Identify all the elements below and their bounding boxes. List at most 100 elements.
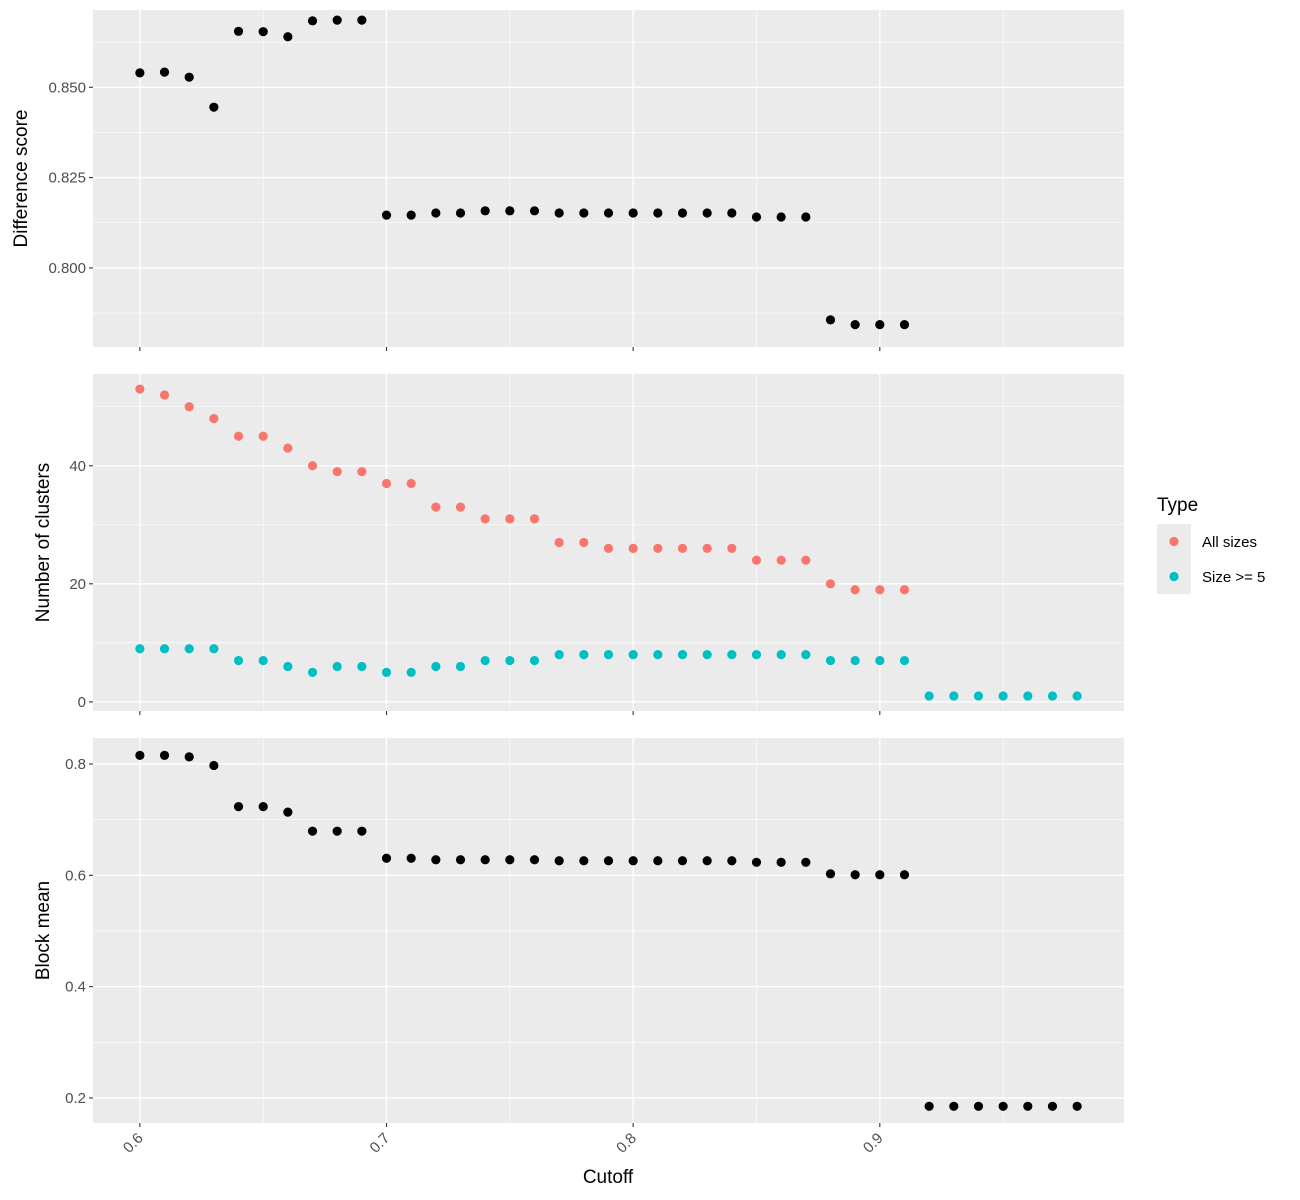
data-point <box>505 206 515 216</box>
data-point <box>899 655 910 666</box>
data-point <box>159 644 170 654</box>
data-point <box>381 667 392 677</box>
y-tick-label: 0.6 <box>65 867 86 884</box>
data-point <box>776 857 786 867</box>
panels: 0.800 0.825 0.850 Difference score 0 20 40 Numb… <box>11 10 1124 1127</box>
panel-difference: 0.800 0.825 0.850 Difference score <box>11 10 1124 351</box>
data-point <box>727 650 737 660</box>
data-point <box>455 661 466 672</box>
data-point <box>899 320 910 330</box>
data-point <box>677 856 688 866</box>
data-point <box>184 644 194 654</box>
data-point <box>875 585 885 595</box>
data-point <box>332 467 342 477</box>
data-point <box>875 870 885 880</box>
data-point <box>258 655 268 666</box>
data-point <box>480 655 490 666</box>
legend-title: Type <box>1157 495 1198 516</box>
data-point <box>850 655 860 666</box>
series-points <box>135 15 910 330</box>
y-tick-label: 0.2 <box>65 1090 86 1107</box>
data-point <box>1023 1101 1033 1111</box>
series-points <box>135 384 910 595</box>
data-point <box>949 691 959 701</box>
data-point <box>875 655 885 666</box>
panel-blockmean: 0.2 0.4 0.6 0.8 Block mean <box>33 738 1124 1127</box>
data-point <box>603 856 614 866</box>
data-point <box>283 32 293 42</box>
data-point <box>233 802 244 812</box>
data-point <box>751 650 762 660</box>
data-point <box>751 212 762 222</box>
y-axis-title: Difference score <box>11 110 32 248</box>
data-point <box>1072 1101 1082 1111</box>
data-point <box>135 750 145 760</box>
data-point <box>653 650 663 660</box>
data-point <box>702 208 712 218</box>
y-tick-label: 0.4 <box>65 979 86 996</box>
data-point <box>455 502 466 512</box>
y-tick-label: 20 <box>69 576 86 593</box>
data-point <box>825 869 836 879</box>
y-tick-label: 40 <box>69 458 86 475</box>
data-point <box>998 1101 1008 1111</box>
legend-key-icon <box>1169 536 1179 547</box>
data-point <box>209 644 219 654</box>
y-axis-title: Block mean <box>33 881 54 980</box>
data-point <box>332 15 342 25</box>
data-point <box>554 537 564 548</box>
data-point <box>307 826 318 836</box>
data-point <box>381 210 392 220</box>
data-point <box>1047 1101 1058 1111</box>
data-point <box>406 667 416 677</box>
data-point <box>949 1101 959 1111</box>
data-point <box>653 543 663 554</box>
data-point <box>677 543 688 554</box>
data-point <box>135 384 145 394</box>
x-tick-label: 0.8 <box>613 1130 640 1157</box>
series-points <box>135 750 1082 1111</box>
data-point <box>505 514 515 524</box>
data-point <box>702 650 712 660</box>
data-point <box>357 467 367 477</box>
data-point <box>283 443 293 453</box>
data-point <box>653 856 663 866</box>
data-point <box>406 210 416 220</box>
data-point <box>1023 691 1033 701</box>
data-point <box>751 857 762 867</box>
legend-item: All sizes <box>1157 524 1257 559</box>
data-point <box>455 208 466 218</box>
data-point <box>357 826 367 836</box>
data-point <box>307 461 318 471</box>
data-point <box>159 67 170 77</box>
x-axis-title: Cutoff <box>583 1167 634 1188</box>
series-points <box>135 644 1082 701</box>
data-point <box>677 650 688 660</box>
data-point <box>776 555 786 565</box>
data-point <box>283 807 293 817</box>
y-tick-label: 0.850 <box>48 79 86 96</box>
data-point <box>283 661 293 672</box>
legend: Type All sizes Size >= 5 <box>1157 495 1265 594</box>
x-tick-label: 0.6 <box>120 1130 147 1157</box>
data-point <box>431 661 441 672</box>
data-point <box>332 826 342 836</box>
data-point <box>850 320 860 330</box>
data-point <box>431 502 441 512</box>
legend-item: Size >= 5 <box>1157 559 1265 594</box>
data-point <box>603 650 614 660</box>
data-point <box>801 555 811 565</box>
data-point <box>628 543 638 554</box>
data-point <box>505 855 515 865</box>
data-point <box>233 655 244 666</box>
data-point <box>1047 691 1058 701</box>
data-point <box>825 579 836 589</box>
data-point <box>924 1101 934 1111</box>
data-point <box>209 413 219 424</box>
legend-items: All sizes Size >= 5 <box>1157 524 1265 594</box>
data-point <box>480 855 490 865</box>
data-point <box>381 853 392 863</box>
data-point <box>801 650 811 660</box>
data-point <box>184 402 194 412</box>
y-axis-title: Number of clusters <box>33 463 54 622</box>
